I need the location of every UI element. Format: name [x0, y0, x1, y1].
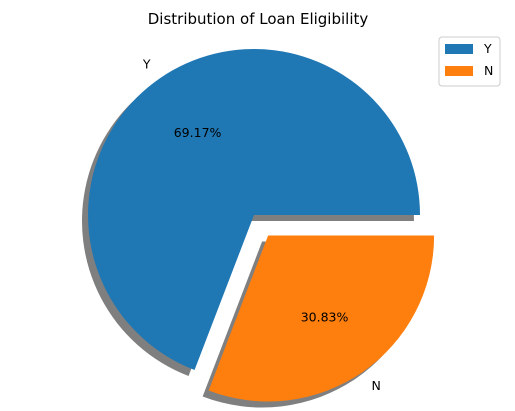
pie-slices — [87, 48, 435, 402]
legend-label-n: N — [484, 63, 493, 78]
slice-pct-label-n: 30.83% — [301, 310, 349, 325]
legend-swatch-y — [445, 44, 473, 54]
pie-slice-y — [87, 48, 420, 370]
legend-label-y: Y — [483, 41, 492, 56]
chart-title: Distribution of Loan Eligibility — [148, 10, 369, 28]
pie-labels: Y 69.17% N 30.83% — [142, 57, 381, 393]
legend: Y N — [438, 36, 501, 87]
pie-slice-n — [208, 235, 435, 402]
slice-label-n: N — [372, 378, 381, 393]
slice-label-y: Y — [142, 57, 151, 72]
slice-pct-label-y: 69.17% — [174, 125, 222, 140]
legend-swatch-n — [445, 66, 473, 76]
